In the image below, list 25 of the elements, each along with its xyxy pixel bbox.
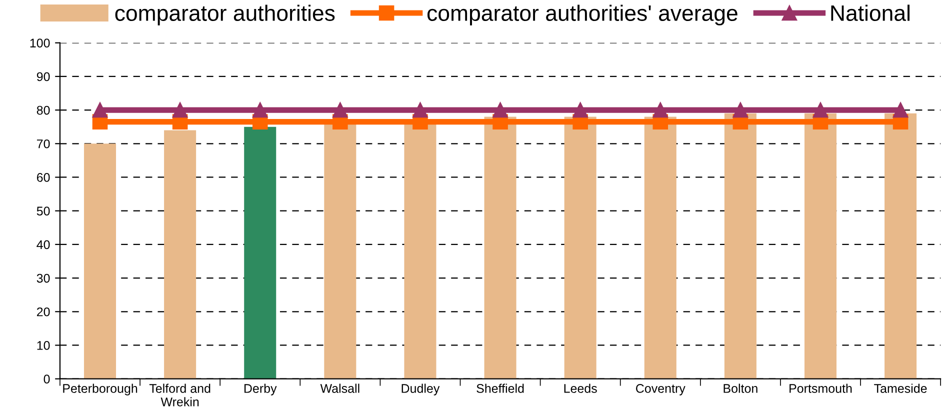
x-tick-label: Dudley <box>402 384 440 396</box>
y-tick-label: 20 <box>36 307 50 316</box>
x-tick-label: Derby <box>244 384 277 396</box>
y-tick-label: 80 <box>36 106 50 115</box>
x-tick-label: Sheffield <box>476 384 524 393</box>
y-tick-label: 60 <box>36 173 50 182</box>
x-tick-label: Portsmouth <box>790 384 852 393</box>
x-tick-label: Coventry <box>636 384 686 396</box>
y-tick-label: 100 <box>30 38 50 48</box>
y-tick-label: 0 <box>44 374 50 384</box>
x-tick-label: Walsall <box>320 384 360 393</box>
y-tick-label: 50 <box>36 206 50 216</box>
y-tick-label: 10 <box>37 341 50 350</box>
legend-label: National <box>831 4 910 22</box>
x-tick-label: Tameside <box>874 384 927 393</box>
legend-label: comparator authorities' average <box>427 4 738 26</box>
x-tick-label: Peterborough <box>63 384 138 396</box>
y-tick-label: 30 <box>36 274 50 283</box>
x-tick-label: Leeds <box>564 384 597 393</box>
x-tick-label: Bolton <box>724 384 758 393</box>
y-tick-label: 90 <box>36 72 50 82</box>
y-tick-label: 40 <box>36 240 50 250</box>
y-tick-label: 70 <box>36 139 50 148</box>
legend-label: comparator authorities <box>115 4 335 26</box>
x-tick-label: Telford and Wrekin <box>149 384 210 406</box>
